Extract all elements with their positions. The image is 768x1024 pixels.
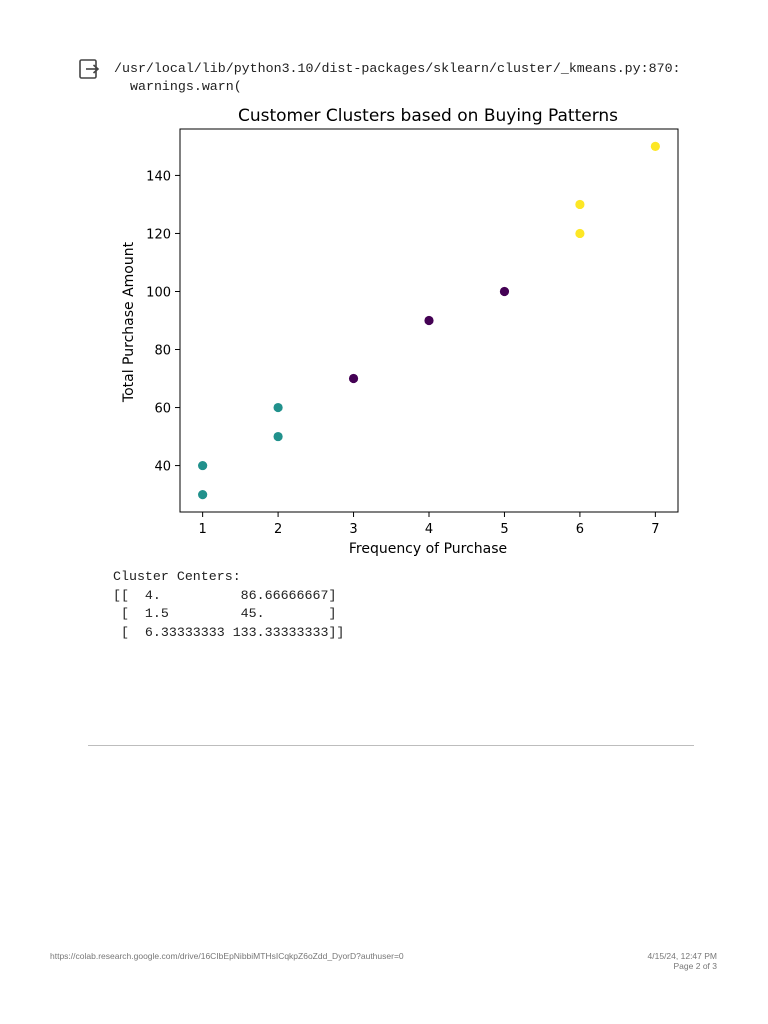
data-point <box>198 460 208 471</box>
y-ticks-layer: 40 60 80 100 120 140 <box>146 169 180 475</box>
data-point <box>575 199 585 210</box>
footer-page-number: Page 2 of 3 <box>673 961 717 971</box>
warning-path-text: /usr/local/lib/python3.10/dist-packages/… <box>114 61 681 76</box>
x-tick-label: 4 <box>425 522 433 537</box>
x-tick-label: 7 <box>651 522 659 537</box>
y-tick-label: 140 <box>146 169 171 184</box>
y-tick-label: 120 <box>146 227 171 242</box>
data-point <box>424 315 434 326</box>
cluster-centers-row: [ 6.33333333 133.33333333]] <box>113 624 345 640</box>
data-point <box>575 228 585 239</box>
chart-marks-layer <box>198 141 660 500</box>
data-point <box>273 431 283 442</box>
y-tick-label: 40 <box>154 460 171 475</box>
cluster-centers-row: [ 1.5 45. ] <box>113 606 337 621</box>
x-axis-label: Frequency of Purchase <box>349 541 507 557</box>
cluster-centers-row: [[ 4. 86.66666667] <box>113 587 337 603</box>
data-point <box>499 286 510 297</box>
x-tick-label: 6 <box>576 522 584 537</box>
output-exit-icon[interactable] <box>78 58 100 80</box>
warning-call-text: warnings.warn( <box>130 79 242 94</box>
y-axis-label: Total Purchase Amount <box>121 241 137 403</box>
x-tick-label: 1 <box>198 522 206 537</box>
y-tick-label: 80 <box>154 344 171 359</box>
cluster-centers-label: Cluster Centers: <box>113 569 241 584</box>
cluster-centers-output: Cluster Centers: [[ 4. 86.66666667] [ 1.… <box>113 568 344 642</box>
data-point <box>348 373 359 384</box>
scatter-chart: Customer Clusters based on Buying Patter… <box>121 106 679 557</box>
footer-url: https://colab.research.google.com/drive/… <box>50 951 404 961</box>
data-point <box>650 141 660 152</box>
footer-datetime: 4/15/24, 12:47 PM <box>647 951 717 961</box>
x-tick-label: 2 <box>274 522 282 537</box>
data-point <box>198 489 208 500</box>
y-tick-label: 100 <box>146 285 171 300</box>
y-tick-label: 60 <box>154 402 171 417</box>
x-tick-label: 3 <box>349 522 357 537</box>
data-point <box>273 402 283 413</box>
x-ticks-layer: 1 2 3 4 5 6 7 <box>198 512 660 537</box>
section-divider <box>88 745 694 746</box>
chart-title: Customer Clusters based on Buying Patter… <box>238 106 618 126</box>
x-tick-label: 5 <box>500 522 508 537</box>
footer-meta: 4/15/24, 12:47 PM Page 2 of 3 <box>648 951 717 971</box>
